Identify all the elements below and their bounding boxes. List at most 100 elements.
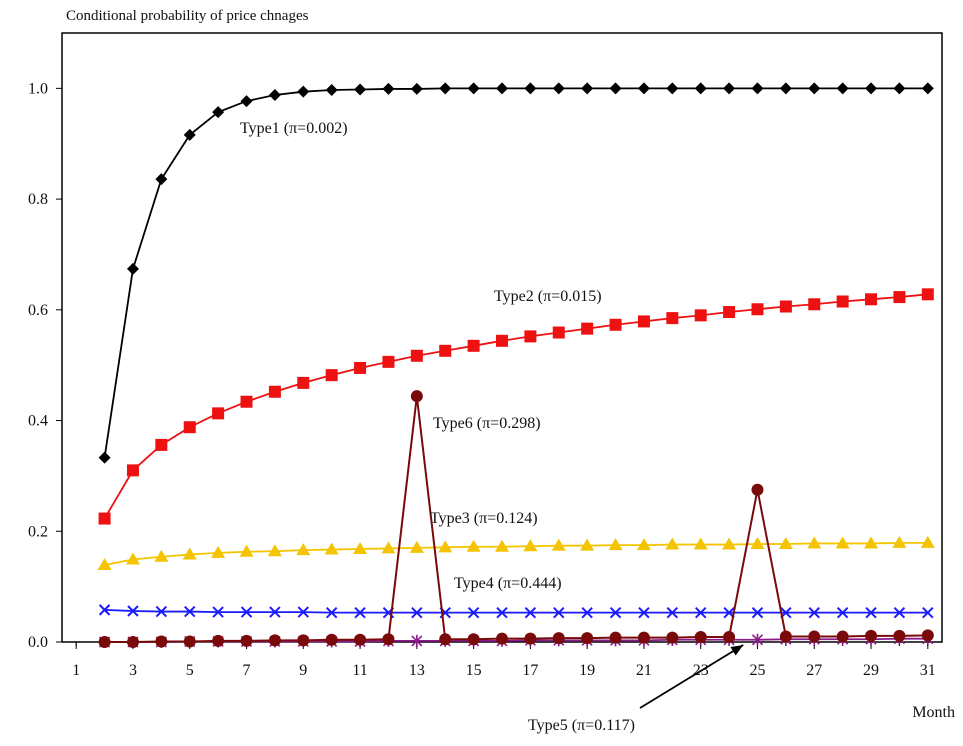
series-type1-point bbox=[297, 85, 310, 98]
series-type1-point bbox=[268, 89, 281, 102]
series-type3-point bbox=[807, 536, 822, 549]
x-tick-label: 7 bbox=[243, 662, 251, 679]
series-type6-point bbox=[354, 633, 367, 646]
series-type1-line bbox=[103, 87, 928, 458]
annotation-type1: Type1 (π=0.002) bbox=[240, 120, 348, 137]
x-tick-label: 5 bbox=[186, 662, 194, 679]
series-type2-line bbox=[103, 293, 928, 519]
series-type4-point bbox=[581, 606, 593, 619]
series-type4-point bbox=[808, 606, 820, 619]
series-type3-point bbox=[239, 544, 254, 557]
x-tick-label: 29 bbox=[863, 662, 879, 679]
x-axis-label: Month bbox=[912, 704, 955, 721]
series-type6-point bbox=[808, 630, 821, 643]
series-type2-point bbox=[865, 293, 878, 306]
series-type4-point bbox=[865, 606, 877, 619]
series-type1-point bbox=[467, 82, 480, 95]
series-type6-point bbox=[779, 630, 792, 643]
series-type1-point bbox=[779, 82, 792, 95]
series-type4-line bbox=[104, 608, 928, 614]
series-type4-point bbox=[467, 606, 480, 619]
series-type1-point bbox=[836, 82, 849, 95]
series-type3-point bbox=[580, 538, 595, 551]
series-type4-point bbox=[922, 606, 934, 619]
series-type4-point bbox=[666, 606, 679, 619]
x-tick-label: 1 bbox=[72, 662, 80, 679]
series-type3-point bbox=[466, 539, 481, 552]
series-type6-point bbox=[325, 633, 338, 646]
series-type2-point bbox=[581, 322, 594, 335]
series-type1-point bbox=[581, 82, 594, 95]
series-type6-point bbox=[382, 633, 395, 646]
series-type1-point bbox=[98, 451, 111, 464]
series-type6-point bbox=[212, 634, 225, 647]
series-type6-point bbox=[694, 631, 707, 644]
series-type3-point bbox=[125, 552, 140, 565]
series-type1-point bbox=[325, 84, 338, 97]
series-type4-point bbox=[240, 606, 253, 618]
series-type4-point bbox=[297, 606, 309, 618]
series-type1-point bbox=[439, 82, 452, 95]
series-type4 bbox=[98, 604, 934, 619]
series-type2-point bbox=[467, 339, 480, 352]
series-type3-point bbox=[182, 547, 197, 560]
series-type1-point bbox=[893, 82, 906, 95]
series-type6-point bbox=[666, 631, 679, 644]
series-type2-point bbox=[666, 312, 679, 325]
series-type2-point bbox=[98, 512, 111, 525]
series-type3-point bbox=[324, 542, 339, 555]
series-type2-point bbox=[240, 395, 253, 408]
y-tick-label: 0.2 bbox=[28, 523, 48, 540]
series-type2-point bbox=[723, 306, 736, 319]
annotation-type6: Type6 (π=0.298) bbox=[433, 415, 541, 432]
series-type6-point bbox=[751, 483, 764, 496]
series-type6-point bbox=[552, 632, 565, 645]
series-type1-point bbox=[694, 82, 707, 95]
series-type3-point bbox=[722, 537, 737, 550]
series-type6-point bbox=[268, 634, 281, 647]
series-type3-point bbox=[835, 536, 850, 549]
series-type1-point bbox=[496, 82, 508, 95]
series-type3-point bbox=[693, 537, 708, 550]
series-type3-point bbox=[523, 539, 538, 552]
series-type4-point bbox=[695, 606, 707, 619]
series-type4-point bbox=[524, 606, 537, 619]
chart-title: Conditional probability of price chnages bbox=[66, 8, 309, 24]
y-tick-label: 0.6 bbox=[28, 302, 48, 319]
annotation-layer: Type1 (π=0.002) Type2 (π=0.015) Type6 (π=0… bbox=[240, 120, 744, 734]
series-type6-point bbox=[496, 632, 508, 645]
series-type1-point bbox=[524, 82, 537, 95]
series-type1-point bbox=[240, 95, 253, 108]
series-type1-point bbox=[808, 82, 821, 95]
series-type1-point bbox=[155, 173, 168, 186]
series-type3-point bbox=[636, 538, 651, 551]
x-tick-label: 27 bbox=[806, 662, 822, 679]
series-type4-point bbox=[836, 606, 849, 619]
series-type2-point bbox=[609, 318, 622, 331]
series-type2-point bbox=[410, 349, 423, 362]
series-type2-point bbox=[183, 421, 196, 434]
series-type4-point bbox=[411, 606, 423, 619]
annotation-type3: Type3 (π=0.124) bbox=[430, 510, 538, 527]
series-type1-point bbox=[637, 82, 650, 95]
annotation-arrow-line bbox=[639, 644, 744, 709]
series-type6-point bbox=[524, 632, 537, 645]
series-type3-point bbox=[97, 558, 112, 571]
series-type2-point bbox=[524, 330, 537, 343]
series-type2-point bbox=[893, 291, 906, 304]
series-type6-point bbox=[240, 634, 253, 647]
series-type4-point bbox=[127, 605, 139, 617]
series-type4-point bbox=[553, 606, 565, 619]
series-type6-point bbox=[609, 631, 622, 644]
series-type4-point bbox=[184, 605, 196, 618]
series-type2-point bbox=[751, 303, 764, 316]
series-type1-point bbox=[354, 83, 367, 96]
series-type2-point bbox=[921, 288, 934, 301]
series-type2-point bbox=[382, 355, 395, 368]
series-type2-point bbox=[552, 326, 565, 339]
series-type6-point bbox=[581, 632, 594, 645]
series-type3-point bbox=[154, 549, 169, 562]
series-type2-point bbox=[637, 315, 650, 328]
y-tick-label: 1.0 bbox=[28, 80, 48, 97]
series-type1-point bbox=[865, 82, 878, 95]
